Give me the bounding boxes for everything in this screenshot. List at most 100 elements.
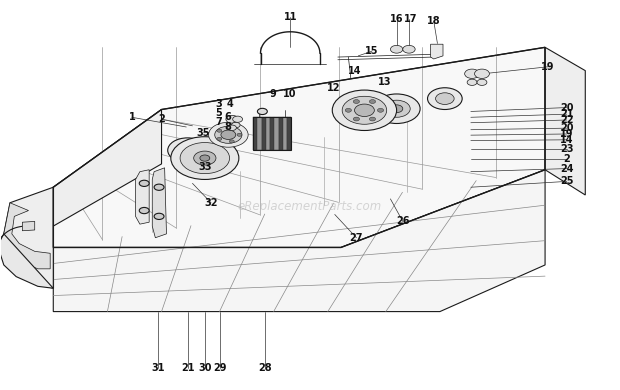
Circle shape xyxy=(370,99,376,103)
Circle shape xyxy=(353,99,360,103)
Text: 7: 7 xyxy=(215,117,222,127)
Circle shape xyxy=(200,155,210,161)
Circle shape xyxy=(467,79,477,85)
Circle shape xyxy=(215,126,242,143)
Text: 27: 27 xyxy=(350,233,363,243)
Circle shape xyxy=(383,100,410,117)
Polygon shape xyxy=(262,117,266,150)
Text: 13: 13 xyxy=(378,77,391,87)
Circle shape xyxy=(193,151,216,165)
Polygon shape xyxy=(153,168,167,238)
Text: 22: 22 xyxy=(560,115,574,125)
Polygon shape xyxy=(266,117,270,150)
Polygon shape xyxy=(53,47,545,248)
Text: 1: 1 xyxy=(128,112,135,122)
Circle shape xyxy=(168,138,207,163)
Text: 29: 29 xyxy=(213,363,227,373)
Text: 33: 33 xyxy=(198,162,211,172)
Text: 24: 24 xyxy=(560,163,574,174)
Text: 4: 4 xyxy=(226,99,233,109)
Polygon shape xyxy=(257,117,262,150)
Text: 31: 31 xyxy=(152,363,165,373)
Polygon shape xyxy=(287,117,291,150)
Polygon shape xyxy=(53,110,162,226)
Polygon shape xyxy=(22,222,35,231)
Circle shape xyxy=(228,125,236,131)
Text: 25: 25 xyxy=(560,176,574,186)
Circle shape xyxy=(464,69,479,78)
Text: 2: 2 xyxy=(564,154,570,164)
Polygon shape xyxy=(4,203,50,269)
Text: 26: 26 xyxy=(396,216,410,227)
Text: eReplacementParts.com: eReplacementParts.com xyxy=(238,200,382,213)
Polygon shape xyxy=(275,117,278,150)
Text: 11: 11 xyxy=(283,12,297,22)
Polygon shape xyxy=(4,187,53,288)
Text: 16: 16 xyxy=(390,14,404,24)
Text: 15: 15 xyxy=(365,46,379,56)
Polygon shape xyxy=(545,47,585,195)
Circle shape xyxy=(154,213,164,220)
Polygon shape xyxy=(278,117,283,150)
Circle shape xyxy=(378,108,384,112)
Circle shape xyxy=(217,129,222,132)
Text: 20: 20 xyxy=(560,123,574,133)
Text: 6: 6 xyxy=(224,112,231,122)
Circle shape xyxy=(391,105,403,113)
Text: 20: 20 xyxy=(560,103,574,113)
Text: 21: 21 xyxy=(181,363,194,373)
Polygon shape xyxy=(270,117,275,150)
Circle shape xyxy=(231,122,240,128)
Text: 14: 14 xyxy=(348,66,361,76)
Circle shape xyxy=(140,180,149,186)
Text: 30: 30 xyxy=(198,363,211,373)
Circle shape xyxy=(370,117,376,121)
Circle shape xyxy=(226,115,238,123)
Polygon shape xyxy=(253,117,257,150)
Text: 35: 35 xyxy=(197,128,210,138)
Text: 12: 12 xyxy=(327,83,340,93)
Text: 17: 17 xyxy=(404,14,417,24)
Text: 9: 9 xyxy=(270,89,277,99)
Polygon shape xyxy=(136,170,149,224)
Circle shape xyxy=(332,90,397,131)
Text: 8: 8 xyxy=(224,122,231,132)
Text: 28: 28 xyxy=(259,363,272,373)
Text: 19: 19 xyxy=(560,129,574,139)
Circle shape xyxy=(257,108,267,115)
Circle shape xyxy=(229,140,234,143)
Circle shape xyxy=(154,184,164,190)
Circle shape xyxy=(208,122,248,147)
Text: 19: 19 xyxy=(541,62,555,72)
Text: 2: 2 xyxy=(158,114,165,124)
Circle shape xyxy=(436,93,454,105)
Circle shape xyxy=(342,96,387,124)
Circle shape xyxy=(345,108,352,112)
Text: 32: 32 xyxy=(204,198,218,208)
Circle shape xyxy=(355,104,374,117)
Circle shape xyxy=(477,79,487,85)
Text: 23: 23 xyxy=(560,144,574,154)
Circle shape xyxy=(180,142,229,174)
Text: 21: 21 xyxy=(560,109,574,119)
Text: 14: 14 xyxy=(560,135,574,145)
Polygon shape xyxy=(283,117,287,150)
Polygon shape xyxy=(431,44,443,59)
Circle shape xyxy=(140,207,149,214)
Circle shape xyxy=(232,116,242,122)
Circle shape xyxy=(474,69,489,78)
Circle shape xyxy=(176,143,198,157)
Circle shape xyxy=(182,147,192,153)
Circle shape xyxy=(217,137,222,140)
Circle shape xyxy=(171,137,239,179)
Text: 10: 10 xyxy=(283,89,296,99)
Text: 3: 3 xyxy=(215,99,222,109)
Polygon shape xyxy=(53,170,545,312)
Circle shape xyxy=(391,45,403,53)
Text: 18: 18 xyxy=(427,16,441,26)
Circle shape xyxy=(353,117,360,121)
Circle shape xyxy=(237,133,242,136)
Circle shape xyxy=(221,130,236,140)
Circle shape xyxy=(373,94,420,124)
Circle shape xyxy=(403,45,415,53)
